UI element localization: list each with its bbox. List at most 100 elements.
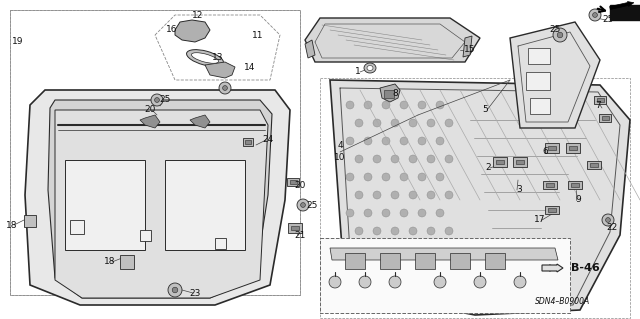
Bar <box>288 223 302 233</box>
Text: 13: 13 <box>212 54 224 63</box>
Circle shape <box>364 209 372 217</box>
Polygon shape <box>463 36 472 57</box>
Ellipse shape <box>186 50 223 66</box>
Bar <box>243 138 253 145</box>
Circle shape <box>373 191 381 199</box>
Polygon shape <box>330 248 558 260</box>
Polygon shape <box>305 18 480 62</box>
Circle shape <box>514 276 526 288</box>
Circle shape <box>427 155 435 163</box>
Circle shape <box>557 32 563 38</box>
Circle shape <box>364 173 372 181</box>
Bar <box>513 157 527 167</box>
Bar <box>528 48 550 64</box>
Ellipse shape <box>191 53 219 63</box>
Text: B-46: B-46 <box>571 263 600 273</box>
Circle shape <box>359 276 371 288</box>
Polygon shape <box>48 100 272 298</box>
Bar <box>571 183 579 187</box>
Polygon shape <box>140 115 160 128</box>
Circle shape <box>418 209 426 217</box>
Bar <box>320 238 570 313</box>
Circle shape <box>445 191 453 199</box>
Bar <box>450 253 470 269</box>
Circle shape <box>219 82 231 94</box>
Circle shape <box>382 209 390 217</box>
Bar <box>289 180 296 184</box>
Text: 22: 22 <box>606 224 618 233</box>
Bar <box>599 114 611 122</box>
Bar <box>415 253 435 269</box>
Text: 15: 15 <box>464 46 476 55</box>
Circle shape <box>151 94 163 106</box>
Bar <box>566 143 580 153</box>
Bar <box>602 116 609 120</box>
Bar <box>493 157 507 167</box>
Polygon shape <box>330 80 630 315</box>
Circle shape <box>436 137 444 145</box>
Bar <box>345 253 365 269</box>
Text: SDN4–B0900A: SDN4–B0900A <box>535 298 590 307</box>
Text: 18: 18 <box>104 257 116 266</box>
Bar <box>569 145 577 150</box>
Bar <box>596 98 604 102</box>
Polygon shape <box>55 110 268 298</box>
Circle shape <box>400 101 408 109</box>
Text: 23: 23 <box>189 288 201 298</box>
Circle shape <box>474 276 486 288</box>
Text: 2: 2 <box>485 164 491 173</box>
Ellipse shape <box>364 63 376 73</box>
Text: 25: 25 <box>307 201 317 210</box>
Circle shape <box>593 12 597 18</box>
Text: 20: 20 <box>294 181 306 189</box>
Bar <box>65 160 145 250</box>
Circle shape <box>434 276 446 288</box>
Polygon shape <box>190 115 210 128</box>
Circle shape <box>445 119 453 127</box>
FancyArrow shape <box>542 264 563 272</box>
Bar <box>10 10 300 295</box>
Bar <box>543 181 557 189</box>
Circle shape <box>602 214 614 226</box>
Circle shape <box>400 137 408 145</box>
Polygon shape <box>305 40 315 58</box>
Circle shape <box>364 101 372 109</box>
Polygon shape <box>510 22 600 128</box>
Circle shape <box>418 137 426 145</box>
Circle shape <box>172 287 178 293</box>
Text: 24: 24 <box>262 136 274 145</box>
Circle shape <box>391 191 399 199</box>
Text: 25: 25 <box>159 95 171 105</box>
Text: 4: 4 <box>337 140 343 150</box>
Circle shape <box>168 283 182 297</box>
Bar <box>568 181 582 189</box>
Bar <box>588 160 600 169</box>
Circle shape <box>418 101 426 109</box>
Bar <box>380 253 400 269</box>
Text: 12: 12 <box>192 11 204 20</box>
Circle shape <box>382 173 390 181</box>
Text: 3: 3 <box>516 186 522 195</box>
Circle shape <box>346 173 354 181</box>
Text: 18: 18 <box>6 220 18 229</box>
Circle shape <box>445 227 453 235</box>
Bar <box>590 163 598 167</box>
Text: 17: 17 <box>534 216 546 225</box>
Polygon shape <box>205 62 235 78</box>
Circle shape <box>346 101 354 109</box>
Circle shape <box>391 155 399 163</box>
Ellipse shape <box>367 65 373 70</box>
Polygon shape <box>175 20 210 42</box>
Circle shape <box>382 137 390 145</box>
Text: 25: 25 <box>549 26 561 34</box>
Circle shape <box>409 191 417 199</box>
Circle shape <box>155 98 159 102</box>
Text: 8: 8 <box>392 88 398 98</box>
Circle shape <box>409 155 417 163</box>
Circle shape <box>301 203 305 207</box>
Circle shape <box>373 119 381 127</box>
Text: 11: 11 <box>252 31 264 40</box>
Text: 10: 10 <box>334 153 346 162</box>
Bar <box>384 90 394 98</box>
Bar <box>526 72 550 90</box>
